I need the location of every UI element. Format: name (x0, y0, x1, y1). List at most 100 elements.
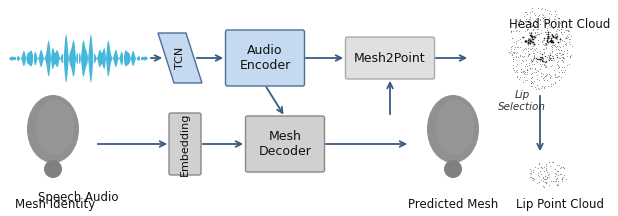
Point (507, 50, 517, 54)
Point (536, 28, 546, 32)
Point (558, 59, 568, 63)
Point (524, 21, 534, 24)
Point (541, 46, 551, 49)
Point (554, 56, 564, 59)
Point (567, 44, 577, 47)
Point (562, 36, 572, 40)
Point (514, 19, 523, 22)
Point (536, 178, 546, 181)
Point (552, 53, 562, 56)
Point (549, 35, 559, 38)
Point (552, 28, 562, 31)
Point (528, 81, 538, 84)
Point (516, 41, 526, 44)
Point (557, 58, 567, 61)
Point (544, 16, 554, 20)
Point (515, 19, 525, 22)
Point (518, 35, 528, 38)
Point (551, 80, 561, 83)
Point (520, 38, 530, 42)
Point (519, 71, 528, 74)
Point (537, 13, 547, 16)
Point (525, 42, 535, 46)
Point (506, 47, 516, 50)
Point (512, 62, 522, 66)
Point (527, 75, 537, 78)
Point (540, 7, 550, 11)
Point (511, 29, 521, 32)
Point (529, 62, 539, 65)
Point (550, 14, 560, 18)
Point (552, 32, 562, 36)
Point (527, 34, 536, 37)
Point (541, 33, 551, 36)
Point (540, 169, 549, 173)
Point (508, 55, 518, 59)
Point (544, 160, 554, 164)
Point (545, 35, 555, 38)
Point (554, 17, 564, 20)
Point (544, 54, 554, 58)
Point (515, 17, 525, 21)
Point (513, 45, 523, 49)
Point (557, 178, 567, 181)
Point (523, 49, 533, 53)
Point (525, 33, 535, 37)
Point (551, 29, 561, 32)
Point (543, 57, 552, 61)
Point (554, 28, 564, 32)
Point (561, 177, 571, 180)
Point (539, 15, 549, 19)
Point (532, 32, 542, 36)
Point (546, 84, 556, 88)
Point (560, 42, 570, 46)
Point (548, 41, 557, 44)
Point (515, 53, 525, 57)
Point (550, 76, 560, 79)
Point (546, 59, 556, 62)
Point (535, 87, 544, 91)
Point (556, 68, 565, 72)
Point (538, 175, 548, 179)
Point (512, 64, 522, 68)
Point (561, 41, 570, 45)
Point (553, 170, 563, 173)
Ellipse shape (444, 160, 462, 178)
Point (538, 57, 548, 61)
Point (544, 56, 554, 60)
Point (540, 61, 550, 64)
Point (542, 170, 552, 174)
Point (541, 181, 551, 184)
Point (561, 28, 571, 32)
Point (541, 177, 551, 181)
Point (536, 55, 546, 58)
Point (546, 56, 556, 60)
Point (522, 28, 532, 31)
Point (548, 26, 557, 30)
Point (527, 173, 536, 176)
Point (512, 68, 522, 72)
FancyBboxPatch shape (169, 113, 201, 175)
Point (546, 38, 556, 41)
Point (519, 25, 529, 29)
Point (525, 168, 535, 171)
Point (510, 45, 520, 49)
Point (545, 73, 555, 76)
Point (530, 13, 540, 16)
Point (520, 39, 530, 43)
Point (514, 29, 524, 32)
Point (519, 48, 528, 52)
Point (522, 12, 531, 16)
Point (520, 25, 530, 28)
Point (552, 37, 562, 40)
Point (543, 37, 552, 40)
Point (517, 26, 527, 29)
Point (547, 58, 557, 61)
Text: Mesh2Point: Mesh2Point (354, 51, 426, 65)
Point (541, 180, 551, 184)
Point (523, 27, 533, 31)
Point (540, 48, 549, 51)
Point (522, 70, 532, 73)
Point (510, 26, 520, 29)
Point (552, 170, 562, 173)
